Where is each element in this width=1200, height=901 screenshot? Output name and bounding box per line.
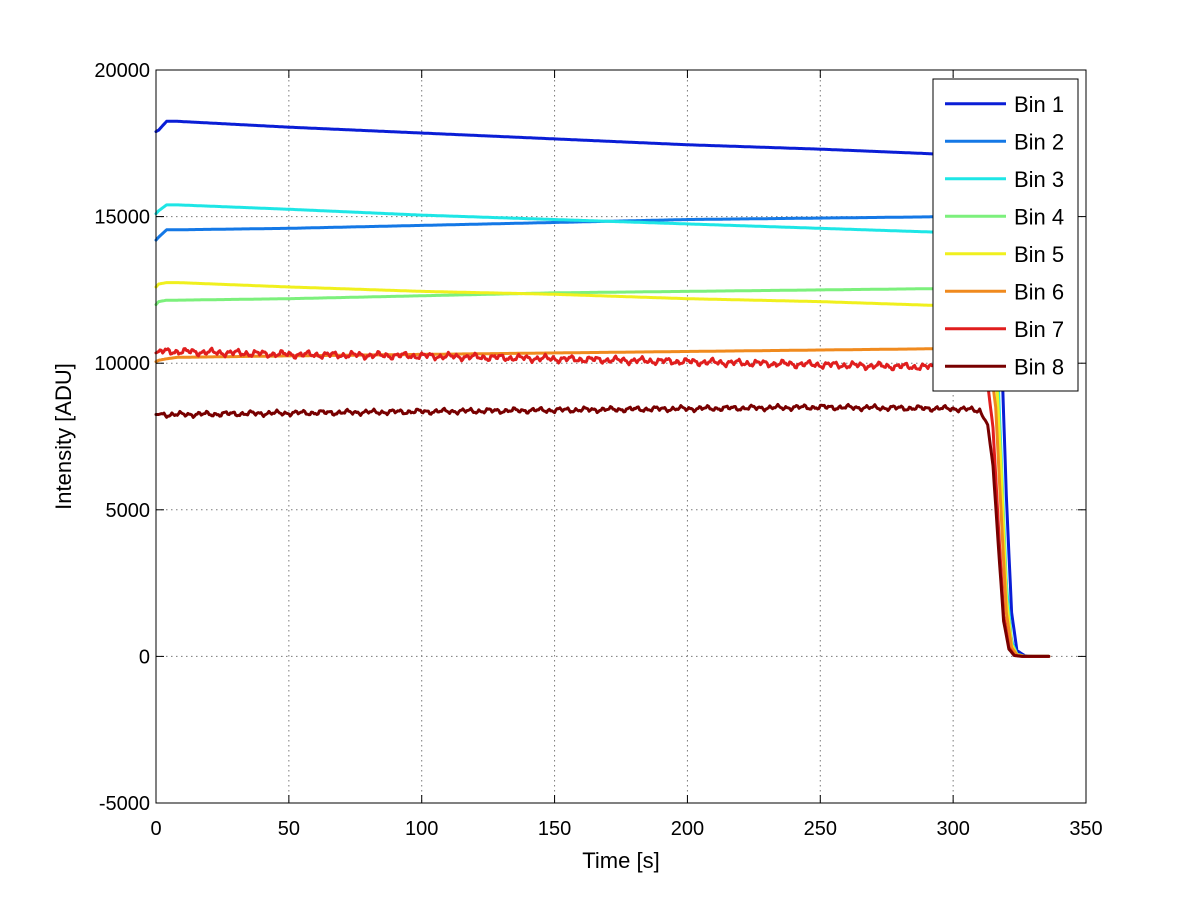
plot-background <box>156 70 1086 803</box>
legend-box <box>932 78 1079 392</box>
y-tick-label: 10000 <box>94 353 150 375</box>
series-line-bin-3 <box>154 203 1051 658</box>
legend: Bin 1 Bin 2 Bin 3 Bin 4 Bin 5 Bin 6 Bin 7 Bin 8 <box>932 78 1079 392</box>
y-tick-label: 15000 <box>94 207 150 229</box>
legend-label: Bin 5 <box>1014 242 1064 267</box>
x-tick-label: 0 <box>150 818 161 840</box>
x-tick-label: 350 <box>1069 818 1102 840</box>
y-tick-label: 0 <box>139 646 150 668</box>
legend-label: Bin 3 <box>1014 167 1064 192</box>
x-tick-label: 300 <box>936 818 969 840</box>
x-tick-label: 200 <box>671 818 704 840</box>
series-line-bin-4 <box>154 286 1051 658</box>
legend-label: Bin 6 <box>1014 279 1064 304</box>
plot-frame <box>155 69 1087 804</box>
series-line-bin-7 <box>154 346 1051 658</box>
x-tick-label: 100 <box>405 818 438 840</box>
x-tick-label: 250 <box>804 818 837 840</box>
legend-label: Bin 4 <box>1014 204 1064 229</box>
legend-label: Bin 8 <box>1014 354 1064 379</box>
legend-label: Bin 1 <box>1014 92 1064 117</box>
series-line-bin-1 <box>154 119 1051 658</box>
y-tick-label: -5000 <box>99 793 150 815</box>
legend-label: Bin 2 <box>1014 129 1064 154</box>
x-axis-title: Time [s] <box>582 848 659 873</box>
x-tick-label: 50 <box>278 818 300 840</box>
axis-ticks: 0 50 100 150 200 250 300 350-500005000100001500… <box>94 60 1102 840</box>
series-line-bin-8 <box>154 402 1051 658</box>
x-tick-label: 150 <box>538 818 571 840</box>
y-tick-label: 5000 <box>106 500 151 522</box>
series-lines <box>154 119 1051 658</box>
series-line-bin-5 <box>154 281 1051 658</box>
legend-label: Bin 7 <box>1014 317 1064 342</box>
y-tick-label: 20000 <box>94 60 150 82</box>
y-axis-title: Intensity [ADU] <box>51 363 76 510</box>
